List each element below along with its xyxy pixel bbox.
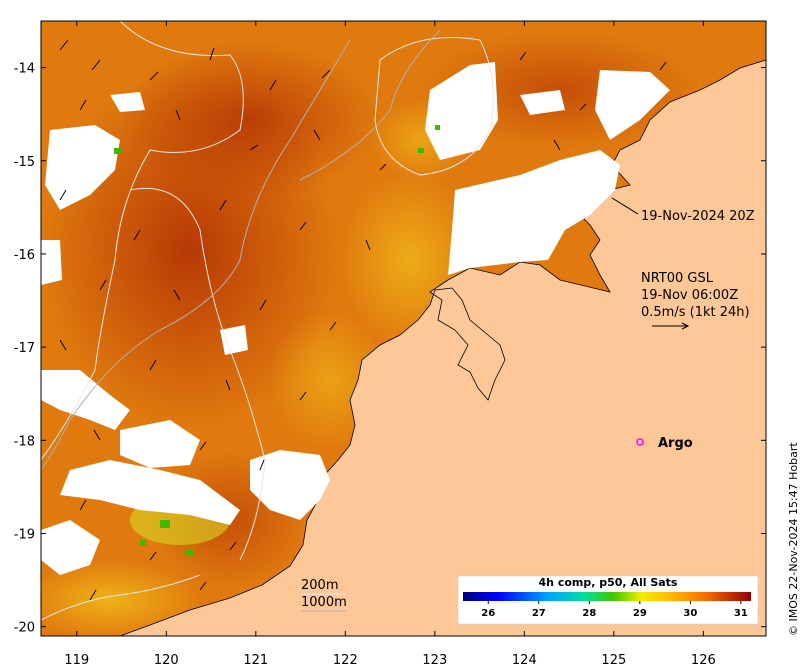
colorbar-tick-label: 31 bbox=[734, 608, 748, 619]
colorbar-tick-label: 30 bbox=[683, 608, 697, 619]
lat-tick-label: -14 bbox=[14, 62, 35, 77]
colorbar-ticks: 26 27 28 29 30 31 bbox=[481, 601, 748, 619]
argo-label: Argo bbox=[658, 436, 693, 451]
shelf-contours bbox=[41, 29, 441, 471]
colorbar-title: 4h comp, p50, All Sats bbox=[539, 576, 678, 589]
no-data-areas bbox=[41, 62, 670, 575]
cool-sst-patch-south bbox=[41, 560, 200, 636]
current-scale-label: 0.5m/s (1kt 24h) bbox=[641, 305, 750, 320]
colorbar-tick-label: 29 bbox=[633, 608, 647, 619]
lat-tick-label: -19 bbox=[14, 528, 35, 543]
current-vectors bbox=[59, 39, 667, 601]
colorbar-gradient bbox=[463, 592, 751, 601]
contour-200m-label: 200m bbox=[301, 578, 338, 593]
lon-tick-label: 119 bbox=[64, 653, 89, 668]
cool-sst-specks bbox=[114, 125, 440, 556]
colorbar-tick-label: 26 bbox=[481, 608, 495, 619]
latitude-axis: -14 -15 -16 -17 -18 -19 -20 bbox=[14, 62, 766, 636]
map-frame bbox=[40, 20, 767, 637]
current-scale-arrowhead bbox=[681, 322, 690, 330]
track-timestamp-label: 19-Nov-2024 20Z bbox=[641, 209, 755, 224]
lat-tick-label: -20 bbox=[14, 621, 35, 636]
lon-tick-label: 126 bbox=[691, 653, 716, 668]
lon-tick-label: 125 bbox=[601, 653, 626, 668]
land-mass bbox=[119, 59, 766, 636]
colorbar-tick-label: 27 bbox=[532, 608, 546, 619]
current-time-label: 19-Nov 06:00Z bbox=[641, 288, 738, 303]
lon-tick-label: 120 bbox=[154, 653, 179, 668]
lon-tick-label: 124 bbox=[512, 653, 537, 668]
argo-marker-icon bbox=[636, 438, 644, 446]
current-source-label: NRT00 GSL bbox=[641, 271, 714, 286]
warm-sst-north bbox=[120, 40, 380, 200]
track-leader-line bbox=[611, 197, 639, 215]
lon-tick-label: 123 bbox=[422, 653, 447, 668]
depth-contours bbox=[41, 21, 494, 621]
colorbar-tick-label: 28 bbox=[582, 608, 596, 619]
lat-tick-label: -18 bbox=[14, 434, 35, 449]
longitude-axis: 119 120 121 122 123 124 125 126 bbox=[64, 21, 716, 668]
credit-text: © IMOS 22-Nov-2024 15:47 Hobart bbox=[787, 442, 800, 636]
lon-tick-label: 122 bbox=[333, 653, 358, 668]
lat-tick-label: -17 bbox=[14, 341, 35, 356]
lat-tick-label: -16 bbox=[14, 248, 35, 263]
lon-tick-label: 121 bbox=[243, 653, 268, 668]
contour-1000m-label: 1000m bbox=[301, 595, 347, 610]
lat-tick-label: -15 bbox=[14, 155, 35, 170]
colorbar: 4h comp, p50, All Sats 26 27 28 29 30 31 bbox=[457, 575, 759, 625]
